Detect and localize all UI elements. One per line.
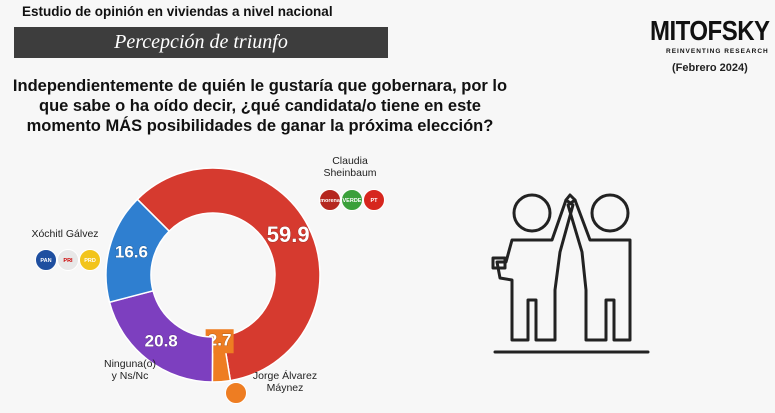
donut-slice bbox=[136, 167, 321, 382]
brand: MITOFSKY bbox=[650, 15, 770, 47]
party-logo-text: PRI bbox=[63, 258, 73, 264]
category-label: Jorge Álvarez Máynez bbox=[252, 370, 318, 394]
party-logo bbox=[57, 249, 79, 271]
party-logo bbox=[341, 189, 363, 211]
donut-slice bbox=[105, 198, 171, 304]
illustration bbox=[491, 193, 650, 354]
party-logo bbox=[363, 189, 385, 211]
question: Independientemente de quién le gustaría … bbox=[12, 77, 508, 135]
tagline: REINVENTING RESEARCH bbox=[666, 48, 769, 55]
value-label: 16.6 bbox=[115, 242, 148, 261]
party-logo-text: VERDE bbox=[343, 198, 362, 204]
party-logo bbox=[79, 249, 101, 271]
value-label: 59.9 bbox=[267, 222, 310, 247]
category-label: Ninguna(o) y Ns/Nc bbox=[104, 358, 156, 382]
banner: Percepción de triunfo bbox=[14, 27, 388, 58]
party-logo-text: morena bbox=[320, 198, 341, 204]
party-logo-text: PRD bbox=[84, 258, 96, 264]
party-logo-text: PAN bbox=[40, 258, 51, 264]
party-logo bbox=[225, 382, 247, 404]
value-label: 2.7 bbox=[208, 331, 232, 350]
party-logo bbox=[319, 189, 341, 211]
party-logo bbox=[35, 249, 57, 271]
category-label: Claudia Sheinbaum bbox=[323, 155, 377, 179]
category-label: Xóchitl Gálvez bbox=[31, 228, 99, 240]
date: (Febrero 2024) bbox=[672, 62, 748, 74]
study-title: Estudio de opinión en viviendas a nivel … bbox=[22, 4, 333, 19]
party-logo-text: PT bbox=[370, 198, 378, 204]
value-label: 20.8 bbox=[145, 331, 178, 350]
